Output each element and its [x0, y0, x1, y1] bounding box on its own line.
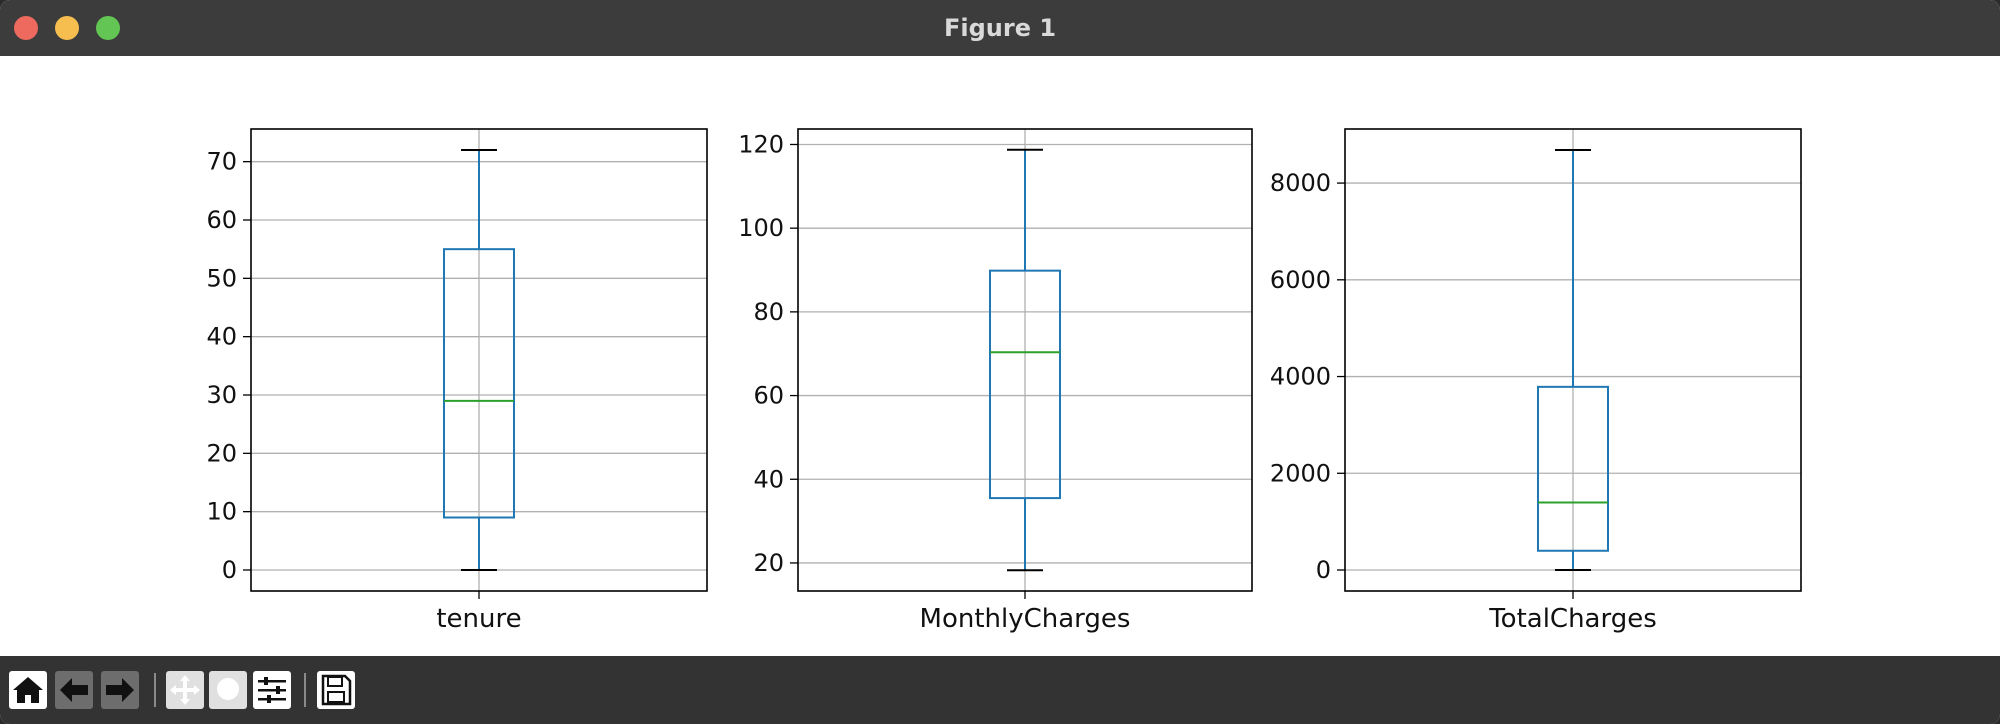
- window-title: Figure 1: [943, 14, 1057, 42]
- close-window-button[interactable]: [14, 16, 38, 40]
- y-tick-label: 100: [738, 214, 784, 242]
- navigation-toolbar: [0, 656, 2000, 724]
- move-icon: [170, 675, 200, 705]
- zoom-button[interactable]: [209, 671, 247, 709]
- iqr-box: [989, 269, 1061, 500]
- x-tick-label: TotalCharges: [1488, 604, 1657, 634]
- y-tick-label: 2000: [1270, 459, 1331, 487]
- home-icon: [13, 677, 43, 703]
- y-tick-label: 40: [753, 465, 784, 493]
- y-tick-label: 70: [206, 148, 237, 176]
- figure-canvas[interactable]: 0 10 20 30 40 50 60 70 tenure 20 40 60 80 100 120 Month…: [0, 56, 2000, 656]
- forward-button[interactable]: [101, 671, 139, 709]
- iqr-box: [1537, 385, 1609, 552]
- iqr-box: [443, 248, 515, 519]
- title-bar: Figure 1: [0, 0, 2000, 57]
- back-button[interactable]: [55, 671, 93, 709]
- boxplot-figure: 0 10 20 30 40 50 60 70 tenure 20 40 60 80 100 120 Month…: [206, 128, 1802, 634]
- zoom-icon: [217, 678, 239, 700]
- pan-button[interactable]: [166, 671, 204, 709]
- axes-frame: [797, 128, 1253, 592]
- y-tick-label: 0: [1316, 556, 1331, 584]
- y-tick-label: 40: [206, 323, 237, 351]
- y-tick-label: 120: [738, 130, 784, 158]
- sliders-icon: [258, 677, 286, 703]
- y-tick-label: 60: [206, 206, 237, 234]
- maximize-window-button[interactable]: [96, 16, 120, 40]
- y-tick-label: 10: [206, 498, 237, 526]
- axes-frame: [250, 128, 708, 592]
- y-tick-label: 6000: [1270, 266, 1331, 294]
- arrow-left-icon: [60, 678, 88, 702]
- y-tick-label: 0: [222, 556, 237, 584]
- configure-subplots-button[interactable]: [253, 671, 291, 709]
- y-tick-label: 60: [753, 382, 784, 410]
- y-tick-label: 8000: [1270, 169, 1331, 197]
- x-tick-label: tenure: [436, 604, 521, 634]
- y-tick-label: 30: [206, 381, 237, 409]
- save-button[interactable]: [317, 671, 355, 709]
- y-tick-label: 4000: [1270, 363, 1331, 391]
- toolbar-separator: [154, 673, 156, 707]
- axes-frame: [1344, 128, 1802, 592]
- y-tick-label: 80: [753, 298, 784, 326]
- y-tick-label: 50: [206, 264, 237, 292]
- y-tick-label: 20: [753, 549, 784, 577]
- y-tick-label: 20: [206, 439, 237, 467]
- minimize-window-button[interactable]: [55, 16, 79, 40]
- arrow-right-icon: [106, 678, 134, 702]
- toolbar-separator: [304, 673, 306, 707]
- home-button[interactable]: [9, 671, 47, 709]
- save-icon: [321, 674, 352, 706]
- x-tick-label: MonthlyCharges: [920, 604, 1131, 634]
